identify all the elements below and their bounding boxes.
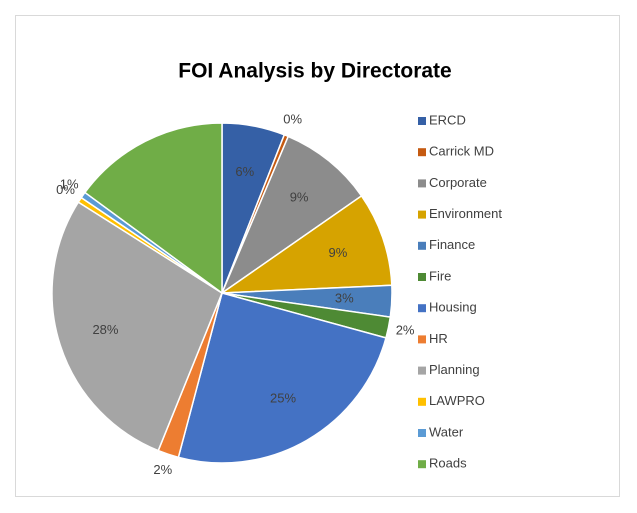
- data-label: 6%: [235, 164, 254, 179]
- legend-label: ERCD: [429, 112, 466, 127]
- legend-label: Planning: [429, 362, 480, 377]
- pie-slice: [177, 292, 387, 464]
- pie-slice: [220, 135, 363, 296]
- legend-swatch: [418, 397, 426, 406]
- pie-slice: [83, 122, 223, 295]
- legend-swatch: [418, 429, 426, 437]
- legend-label: Finance: [429, 237, 475, 252]
- data-label: 2%: [396, 322, 415, 337]
- legend-label: Fire: [429, 268, 451, 283]
- legend-swatch: [418, 273, 426, 281]
- legend-swatch: [418, 179, 426, 188]
- legend-label: Housing: [429, 300, 477, 315]
- legend-label: Roads: [429, 456, 467, 471]
- data-label: 1%: [60, 177, 79, 192]
- pie-slice: [219, 194, 393, 294]
- data-label: 2%: [153, 462, 172, 477]
- data-label: 9%: [329, 245, 348, 260]
- legend-swatch: [418, 148, 426, 157]
- legend-swatch: [418, 117, 426, 125]
- legend-swatch: [418, 210, 426, 219]
- legend-label: Carrick MD: [429, 144, 494, 159]
- data-label: 0%: [283, 111, 302, 126]
- legend-label: Corporate: [429, 175, 487, 190]
- legend-label: Water: [429, 424, 464, 439]
- data-label: 25%: [270, 391, 296, 406]
- data-label: 28%: [92, 322, 118, 337]
- legend-swatch: [418, 335, 426, 344]
- data-label: 9%: [290, 189, 309, 204]
- legend-swatch: [418, 366, 426, 375]
- legend-swatch: [418, 304, 426, 313]
- chart-title: FOI Analysis by Directorate: [178, 60, 451, 83]
- pie-slice: [51, 201, 223, 452]
- legend-swatch: [418, 241, 426, 250]
- legend-swatch: [418, 460, 426, 469]
- legend-label: Environment: [429, 206, 502, 221]
- data-label: 3%: [335, 290, 354, 305]
- legend-label: LAWPRO: [429, 393, 485, 408]
- legend-label: HR: [429, 331, 448, 346]
- data-label: 0%: [56, 182, 75, 197]
